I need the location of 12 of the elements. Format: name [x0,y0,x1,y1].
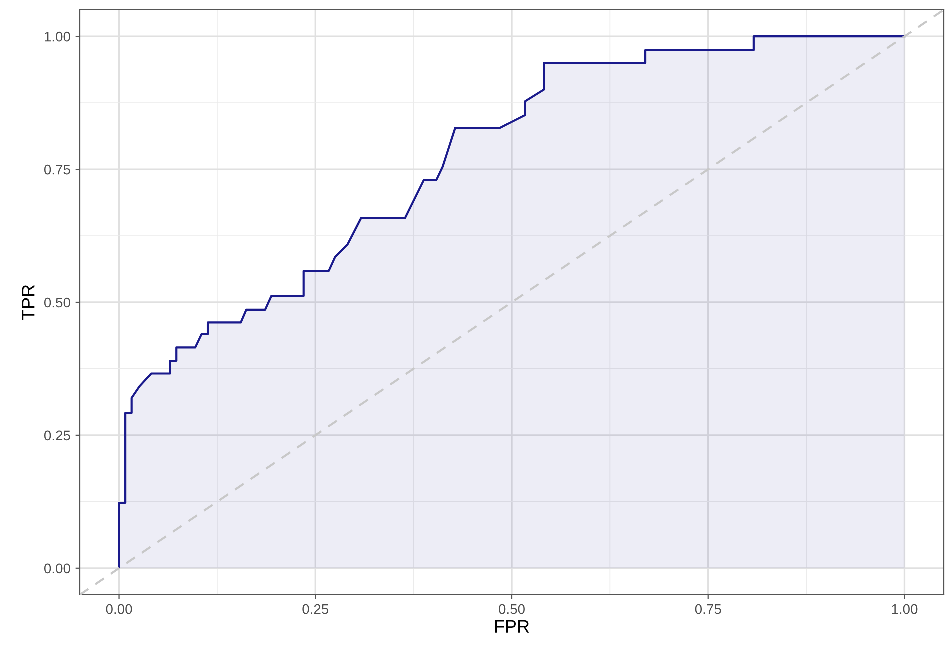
y-axis-title: TPR [22,285,35,320]
x-tick-label: 0.25 [302,604,329,614]
y-tick-label: 0.75 [44,164,70,175]
x-tick-label: 0.00 [106,604,132,614]
y-tick-label: 0.00 [44,564,70,574]
x-tick-label: 1.00 [892,604,918,614]
x-tick-label: 0.50 [499,604,525,614]
x-axis-title: FPR [495,620,530,633]
x-tick-label: 0.75 [695,604,722,614]
y-tick-label: 0.50 [44,298,70,308]
y-tick-label: 1.00 [45,32,70,42]
y-tick-label: 0.25 [44,430,70,441]
